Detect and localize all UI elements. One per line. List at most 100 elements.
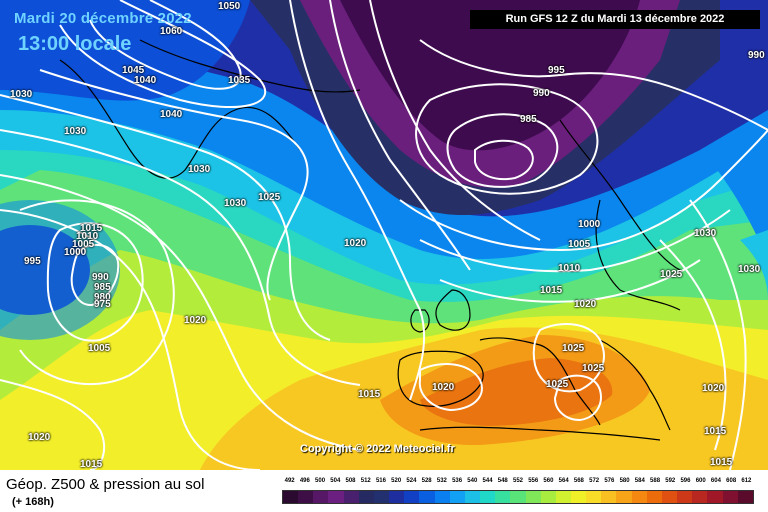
legend-swatch — [570, 491, 587, 503]
coast-scandinavia — [595, 199, 681, 311]
isobar-label: 1015 — [704, 426, 727, 437]
legend-tick-label: 588 — [650, 478, 661, 484]
isobar-label: 1040 — [134, 75, 157, 86]
isobar-label: 1015 — [358, 389, 381, 400]
isobar — [0, 129, 361, 386]
isobar-label: 995 — [548, 65, 565, 76]
legend-swatch — [677, 491, 693, 503]
isobar — [39, 69, 309, 301]
coast-north-africa — [419, 426, 661, 441]
legend-tick-label: 552 — [512, 478, 524, 484]
isobar-label: 1025 — [546, 379, 569, 390]
legend-tick-label: 512 — [360, 478, 371, 484]
isobar-label: 1010 — [76, 231, 99, 242]
coast-greenland — [59, 59, 301, 179]
isobar-label: 1030 — [188, 164, 211, 175]
legend-tick-label: 600 — [695, 478, 706, 484]
legend-swatch — [616, 491, 632, 503]
isobar-label: 990 — [748, 50, 765, 61]
isobar-label: 1020 — [574, 299, 597, 310]
legend-tick-label: 612 — [741, 478, 752, 484]
isobar-label: 975 — [94, 299, 111, 310]
isobar-label: 1025 — [258, 192, 281, 203]
isobar — [19, 199, 175, 386]
legend-swatch — [343, 491, 359, 503]
isobar — [553, 374, 602, 422]
isobar-label: 1030 — [224, 198, 247, 209]
isobar-label: 1005 — [88, 343, 111, 354]
isobar-label: 1030 — [64, 126, 87, 137]
coast-ireland — [410, 309, 430, 333]
field-greenland-blue — [0, 0, 250, 101]
isobar-label: 1020 — [184, 315, 207, 326]
isobars — [0, 0, 768, 470]
isobar-label: 985 — [94, 282, 111, 293]
coast-svalbard-norway — [559, 119, 681, 271]
isobar-label: 1010 — [558, 263, 581, 274]
legend-tick-label: 596 — [680, 478, 691, 484]
isobar — [399, 129, 768, 252]
legend-swatch — [283, 491, 299, 503]
legend-tick-label: 528 — [421, 478, 432, 484]
isobar-label: 1035 — [228, 75, 251, 86]
legend-tick-label: 576 — [604, 478, 615, 484]
isobar — [419, 39, 768, 131]
isobar-label: 1020 — [344, 238, 367, 249]
coast-france-italy — [479, 337, 601, 426]
legend-swatch — [661, 491, 678, 503]
legend-swatch — [449, 491, 465, 503]
legend-tick-label: 508 — [345, 478, 356, 484]
legend-tick-label: 568 — [573, 478, 584, 484]
geopotential-fields — [0, 0, 768, 470]
color-legend: 492 496 500 504 508 512 516 520 524 528 532 536 540 5… — [282, 478, 754, 508]
isobar-label: 1030 — [10, 89, 33, 100]
isobar-label: 1025 — [582, 363, 605, 374]
legend-tick-label: 532 — [436, 478, 447, 484]
isobar — [59, 0, 267, 109]
legend-tick-label: 560 — [543, 478, 554, 484]
legend-tick-labels: 492 496 500 504 508 512 516 520 524 528 532 536 540 5… — [282, 478, 754, 488]
isobar-label: 1015 — [80, 459, 103, 470]
legend-swatch — [434, 491, 450, 503]
isobar-label: 1015 — [710, 457, 733, 468]
legend-tick-label: 500 — [315, 478, 326, 484]
isobar-label: 990 — [533, 88, 550, 99]
isobar-label: 1030 — [738, 264, 761, 275]
weather-map: Mardi 20 décembre 2022 13:00 locale Run … — [0, 0, 768, 470]
isobar — [0, 379, 106, 470]
legend-tick-label: 520 — [391, 478, 402, 484]
map-canvas — [0, 0, 768, 470]
legend-tick-label: 540 — [467, 478, 478, 484]
legend-tick-label: 556 — [528, 478, 539, 484]
isobar — [0, 174, 361, 451]
legend-tick-label: 564 — [558, 478, 569, 484]
run-label: Run GFS 12 Z du Mardi 13 décembre 2022 — [470, 10, 760, 29]
isobar-label: 1040 — [160, 109, 183, 120]
legend-tick-label: 584 — [634, 478, 645, 484]
isobar-label: 1060 — [160, 26, 183, 37]
legend-tick-label: 504 — [330, 478, 341, 484]
legend-swatch — [358, 491, 374, 503]
legend-tick-label: 572 — [589, 478, 600, 484]
map-product-title: Géop. Z500 & pression au sol — [6, 476, 205, 493]
legend-tick-label: 580 — [619, 478, 630, 484]
isobar — [532, 323, 605, 393]
forecast-time: 13:00 locale — [18, 33, 132, 55]
isobar — [419, 209, 731, 273]
legend-swatch — [601, 491, 617, 503]
legend-swatch — [555, 491, 571, 503]
legend-swatch — [525, 491, 541, 503]
legend-swatch — [692, 491, 708, 503]
legend-swatch — [707, 491, 723, 503]
legend-swatch — [510, 491, 526, 503]
legend-swatch — [328, 491, 344, 503]
coast-balkans — [599, 339, 671, 431]
isobar-label: 1020 — [702, 383, 725, 394]
isobar-label: 1030 — [694, 228, 717, 239]
isobar — [89, 0, 242, 90]
isobar-label: 985 — [520, 114, 537, 125]
isobar-label: 1025 — [562, 343, 585, 354]
legend-tick-label: 496 — [299, 478, 310, 484]
isobar — [659, 239, 727, 451]
isobar-label: 1020 — [432, 382, 455, 393]
